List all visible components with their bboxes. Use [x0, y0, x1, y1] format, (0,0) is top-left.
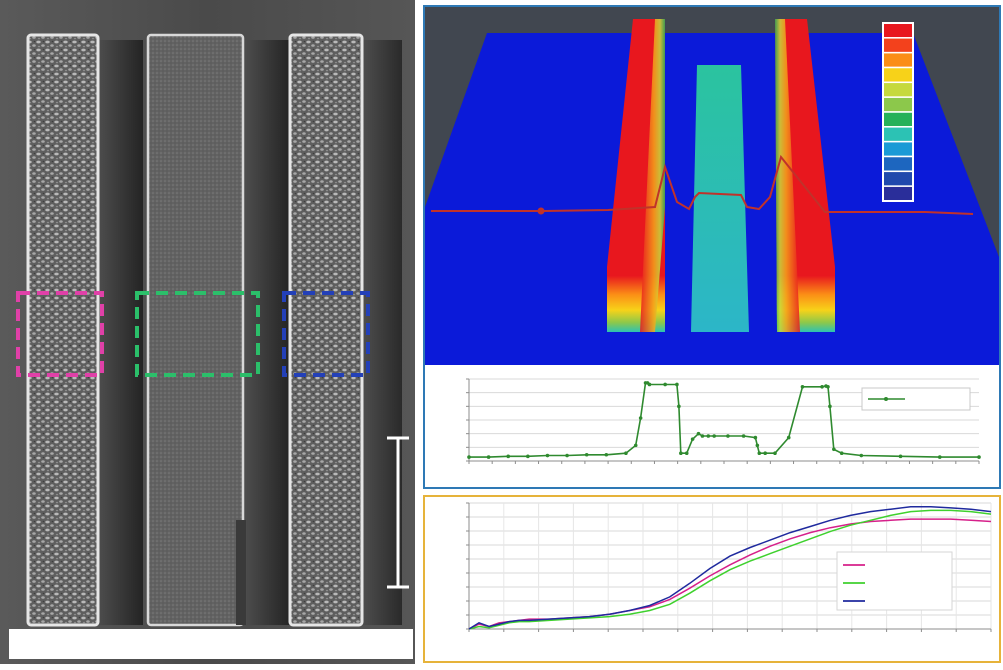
data-point: [526, 454, 530, 459]
data-point: [757, 451, 762, 455]
color-bar-swatch: [882, 185, 914, 202]
color-bar-swatch: [882, 37, 914, 54]
curves-panel: [423, 495, 1001, 663]
curves-chart: [466, 502, 992, 632]
data-point: [706, 434, 711, 438]
scale-bar: [387, 436, 409, 589]
data-point: [675, 382, 679, 387]
legend-marker: [884, 397, 888, 401]
data-point: [604, 452, 609, 457]
data-point: [584, 452, 589, 457]
data-point: [839, 451, 844, 455]
height-map-wall-right: [775, 19, 835, 332]
data-point: [684, 451, 689, 455]
color-bar-frame: [882, 22, 914, 202]
roi-box-left: [16, 291, 104, 377]
data-point: [755, 443, 760, 448]
height-map-figure: [425, 7, 999, 464]
data-point: [712, 434, 716, 438]
data-point: [506, 454, 511, 459]
data-point: [820, 385, 824, 389]
series-line: [468, 509, 992, 630]
data-point: [679, 451, 683, 455]
data-point: [898, 454, 903, 459]
color-bar-swatch: [882, 111, 914, 128]
pillar-right: [288, 33, 364, 627]
data-point: [565, 453, 569, 458]
curves-figure: [466, 502, 992, 632]
sem-micrograph-panel: [0, 0, 415, 664]
height-color-bar: [882, 22, 914, 202]
height-map-panel: [423, 5, 1001, 489]
data-point: [832, 447, 836, 452]
data-point: [690, 437, 695, 441]
pillar-center: [146, 33, 246, 627]
color-bar-swatch: [882, 96, 914, 113]
roi-box-center: [135, 291, 260, 377]
data-point: [826, 385, 830, 389]
data-point: [624, 451, 628, 455]
data-point: [700, 434, 705, 438]
data-point: [741, 434, 746, 438]
sem-micrograph: [0, 0, 415, 664]
profile-marker: [537, 207, 545, 215]
data-point: [800, 385, 805, 389]
profile-chart: [466, 378, 981, 464]
data-point: [726, 434, 730, 438]
data-point: [859, 453, 864, 458]
pillar-left: [26, 33, 100, 627]
series-line: [468, 505, 992, 630]
caption-box: [9, 629, 413, 659]
data-point: [663, 382, 667, 387]
color-bar-swatch: [882, 140, 914, 158]
data-point: [828, 404, 832, 409]
data-point: [937, 455, 942, 459]
data-point: [545, 453, 550, 458]
data-point: [753, 435, 758, 440]
height-map-wall-left: [607, 19, 665, 332]
profile-legend: [861, 387, 971, 411]
data-point: [647, 382, 652, 387]
data-point: [696, 431, 701, 436]
color-bar-swatch: [882, 81, 914, 98]
data-point: [677, 404, 681, 409]
color-bar-swatch: [882, 22, 914, 39]
roi-box-right: [282, 291, 370, 377]
data-point: [486, 455, 491, 459]
color-bar-swatch: [882, 66, 914, 84]
height-map-plateau-center: [691, 65, 749, 332]
data-point: [467, 455, 471, 459]
data-point: [786, 435, 791, 440]
data-point: [638, 416, 643, 420]
data-point: [763, 451, 767, 455]
data-point: [773, 451, 777, 455]
color-bar-swatch: [882, 126, 914, 143]
data-point: [977, 455, 981, 459]
color-bar-swatch: [882, 155, 914, 173]
color-bar-swatch: [882, 170, 914, 187]
data-point: [633, 443, 638, 448]
height-profile-line: [431, 154, 974, 215]
color-bar-swatch: [882, 51, 914, 69]
